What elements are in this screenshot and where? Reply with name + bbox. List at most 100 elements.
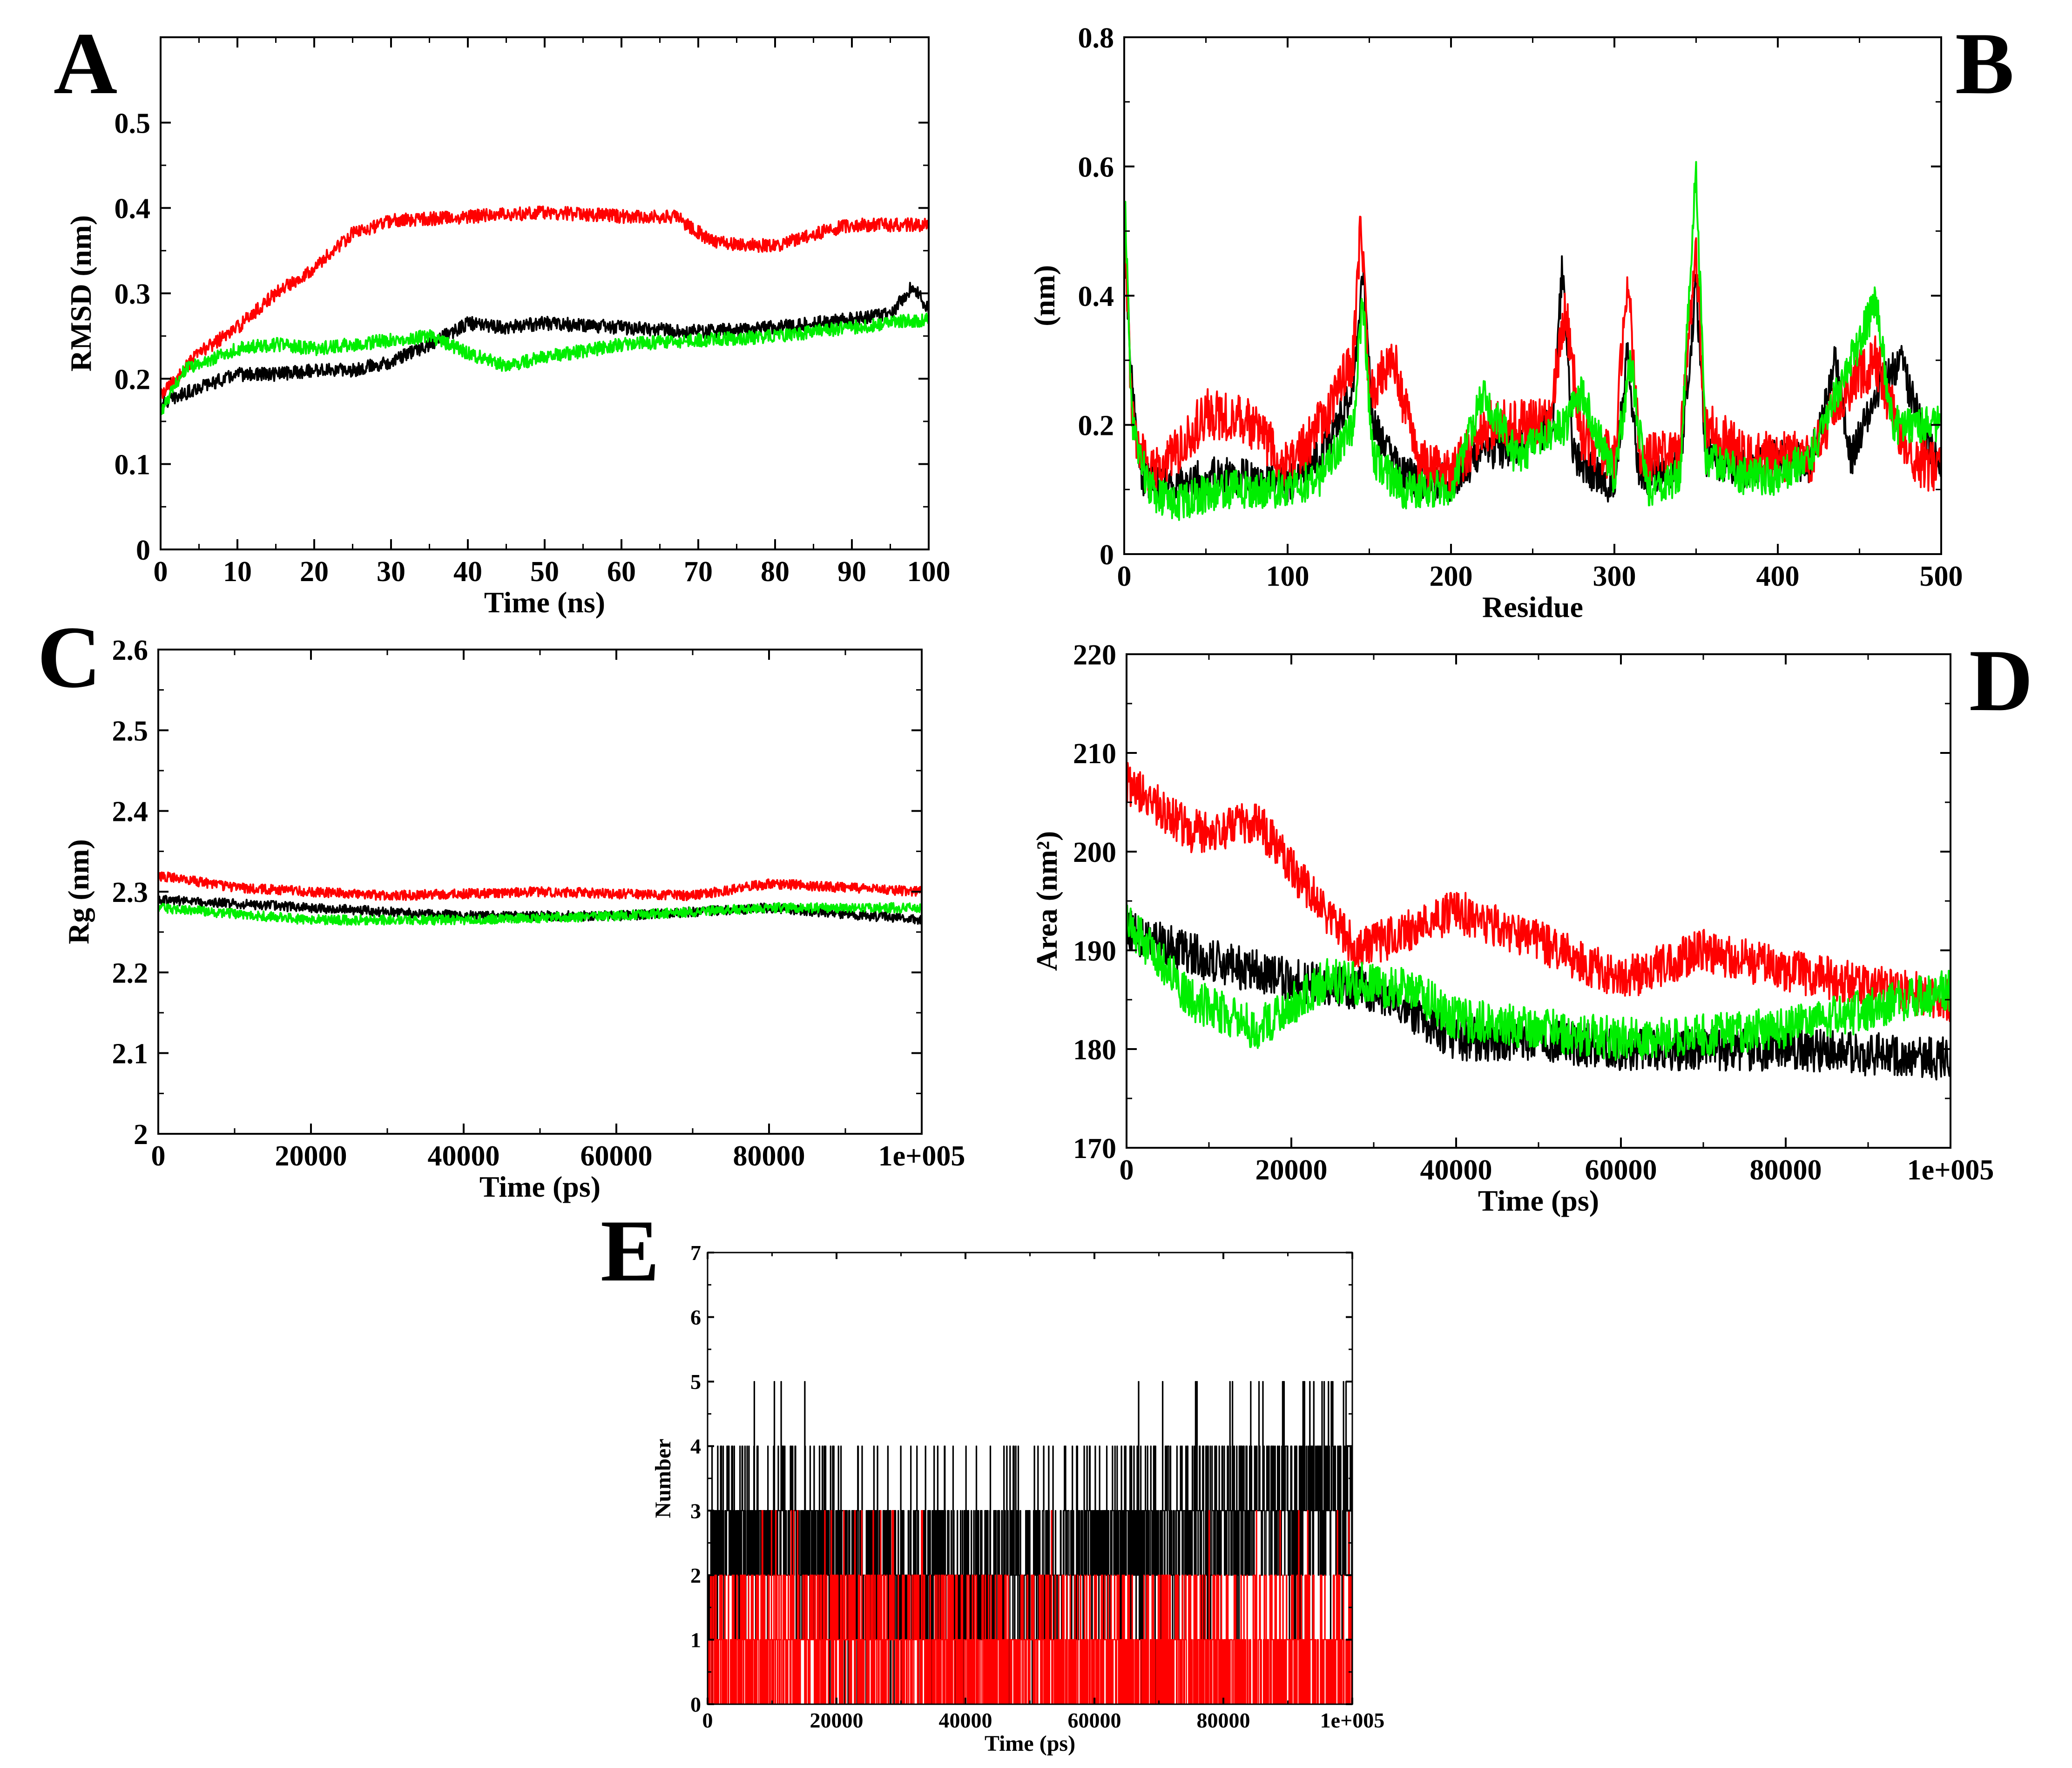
x-tick-label-c: 20000 — [275, 1140, 347, 1172]
x-tick-label-e: 0 — [702, 1708, 713, 1732]
x-axis-label-e: Time (ps) — [985, 1731, 1075, 1756]
x-axis-label-c: Time (ps) — [479, 1170, 601, 1203]
y-tick-label-b: 0 — [1100, 539, 1114, 571]
x-tick-label-a: 90 — [837, 556, 866, 588]
x-tick-label-c: 0 — [151, 1140, 166, 1172]
y-axis-label-e: Number — [651, 1439, 675, 1518]
x-tick-label-b: 300 — [1593, 561, 1636, 592]
series-group-e — [708, 1381, 1352, 1704]
x-axis-label-d: Time (ps) — [1478, 1184, 1599, 1217]
panel-letter-c: C — [37, 609, 101, 706]
y-tick-label-c: 2 — [134, 1119, 148, 1151]
y-tick-label-c: 2.6 — [112, 635, 148, 666]
x-tick-label-b: 100 — [1266, 561, 1309, 592]
y-tick-label-a: 0.2 — [115, 364, 151, 395]
x-tick-label-a: 40 — [453, 556, 482, 588]
chart-a: 0 10 20 30 40 50 60 70 80 90 100 0 0.1 0.2 0.3 0.4 0.5 Ti… — [64, 36, 951, 619]
x-tick-label-b: 400 — [1756, 561, 1800, 592]
series-line-d-red — [1127, 762, 1951, 1023]
x-tick-label-d: 0 — [1120, 1154, 1134, 1186]
y-axis-label-c: Rg (nm) — [62, 839, 95, 944]
y-tick-label-d: 180 — [1073, 1034, 1116, 1066]
series-group-a — [161, 205, 929, 415]
series-line-a-green — [161, 312, 929, 415]
y-tick-label-b: 0.4 — [1078, 281, 1114, 312]
x-tick-label-a: 70 — [684, 556, 713, 588]
y-tick-label-b: 0.2 — [1078, 410, 1114, 442]
y-tick-label-e: 4 — [690, 1435, 701, 1458]
x-tick-label-d: 80000 — [1750, 1154, 1822, 1186]
y-tick-label-e: 3 — [690, 1499, 701, 1523]
x-tick-label-a: 60 — [607, 556, 636, 588]
panel-letter-d: D — [1969, 632, 2033, 730]
x-tick-label-a: 100 — [907, 556, 951, 588]
panel-letter-b: B — [1955, 15, 2014, 113]
x-tick-label-e: 20000 — [810, 1708, 864, 1732]
y-tick-label-e: 7 — [690, 1241, 701, 1265]
series-line-c-green — [158, 902, 922, 926]
y-axis-label-a: RMSD (nm) — [64, 215, 97, 372]
x-tick-label-d: 60000 — [1585, 1154, 1657, 1186]
series-line-e-red — [708, 1510, 1352, 1704]
x-tick-label-c: 1e+005 — [878, 1140, 965, 1172]
x-tick-label-a: 30 — [377, 556, 405, 588]
y-tick-label-a: 0.1 — [115, 449, 151, 481]
panel-d: D 0 20000 40000 60000 80000 1e+005 170 180 190 20… — [1030, 632, 2033, 1217]
y-tick-label-c: 2.1 — [112, 1038, 148, 1070]
y-tick-label-d: 220 — [1073, 639, 1116, 671]
y-axis-label-b: (nm) — [1028, 265, 1061, 326]
y-tick-label-a: 0.4 — [115, 193, 151, 225]
x-tick-label-c: 80000 — [733, 1140, 805, 1172]
panel-c: C 0 20000 40000 60000 80000 1e+005 2 2.1 2.2 2.3 2… — [37, 609, 965, 1203]
x-tick-label-d: 20000 — [1255, 1154, 1328, 1186]
chart-d: 0 20000 40000 60000 80000 1e+005 170 180 190 200 2… — [1030, 639, 1994, 1217]
y-tick-label-a: 0 — [136, 535, 150, 566]
y-tick-label-c: 2.4 — [112, 796, 148, 828]
y-axis-label-d: Area (nm²) — [1030, 831, 1063, 971]
series-line-d-green — [1127, 904, 1951, 1061]
x-tick-label-a: 0 — [154, 556, 168, 588]
x-tick-label-e: 1e+005 — [1320, 1708, 1385, 1732]
x-axis-label-a: Time (ns) — [484, 586, 605, 619]
panel-letter-e: E — [601, 1202, 660, 1300]
y-tick-label-c: 2.2 — [112, 957, 148, 989]
x-tick-label-a: 50 — [530, 556, 559, 588]
panel-a: A 0 10 20 30 40 50 60 70 80 90 100 0 0.1 0.2 0.3 0.4 0.5… — [54, 15, 951, 619]
x-tick-label-e: 40000 — [939, 1708, 992, 1732]
series-line-e-black — [708, 1381, 1352, 1704]
series-line-c-red — [158, 871, 922, 901]
y-tick-label-d: 170 — [1073, 1133, 1116, 1165]
x-tick-label-c: 60000 — [580, 1140, 653, 1172]
x-tick-label-c: 40000 — [428, 1140, 500, 1172]
panel-b: B 0 100 200 300 400 500 0 0.2 0.4 0.6 0.8 Residue (n… — [1028, 15, 2014, 623]
y-tick-label-c: 2.5 — [112, 715, 148, 747]
chart-c: 0 20000 40000 60000 80000 1e+005 2 2.1 2.2 2.3 2.4… — [62, 635, 965, 1203]
y-tick-label-e: 0 — [690, 1693, 701, 1716]
series-group-c — [158, 871, 922, 926]
series-group-b — [1124, 161, 1941, 521]
y-tick-label-e: 6 — [690, 1306, 701, 1329]
x-tick-label-b: 0 — [1117, 561, 1132, 592]
x-tick-label-a: 20 — [300, 556, 329, 588]
x-tick-label-d: 40000 — [1420, 1154, 1492, 1186]
y-tick-label-d: 190 — [1073, 935, 1116, 967]
x-tick-label-e: 60000 — [1068, 1708, 1121, 1732]
x-tick-label-d: 1e+005 — [1907, 1154, 1994, 1186]
plot-frame-d — [1126, 653, 1951, 1149]
y-tick-label-b: 0.8 — [1078, 22, 1114, 54]
y-tick-label-b: 0.6 — [1078, 152, 1114, 183]
x-tick-label-b: 500 — [1920, 561, 1963, 592]
x-tick-label-a: 10 — [223, 556, 252, 588]
panel-letter-a: A — [54, 15, 117, 113]
series-line-a-red — [161, 205, 929, 399]
y-tick-label-a: 0.5 — [115, 108, 151, 139]
x-tick-label-e: 80000 — [1197, 1708, 1250, 1732]
x-tick-label-b: 200 — [1430, 561, 1473, 592]
y-tick-label-d: 210 — [1073, 738, 1116, 770]
y-tick-label-a: 0.3 — [115, 278, 151, 310]
panel-e: E 0 20000 40000 60000 80000 1e+005 0 1 2 3 4 5 6 7 Tim… — [601, 1202, 1384, 1756]
series-group-d — [1127, 762, 1951, 1081]
y-tick-label-e: 5 — [690, 1370, 701, 1394]
plot-frame-b — [1123, 36, 1942, 555]
